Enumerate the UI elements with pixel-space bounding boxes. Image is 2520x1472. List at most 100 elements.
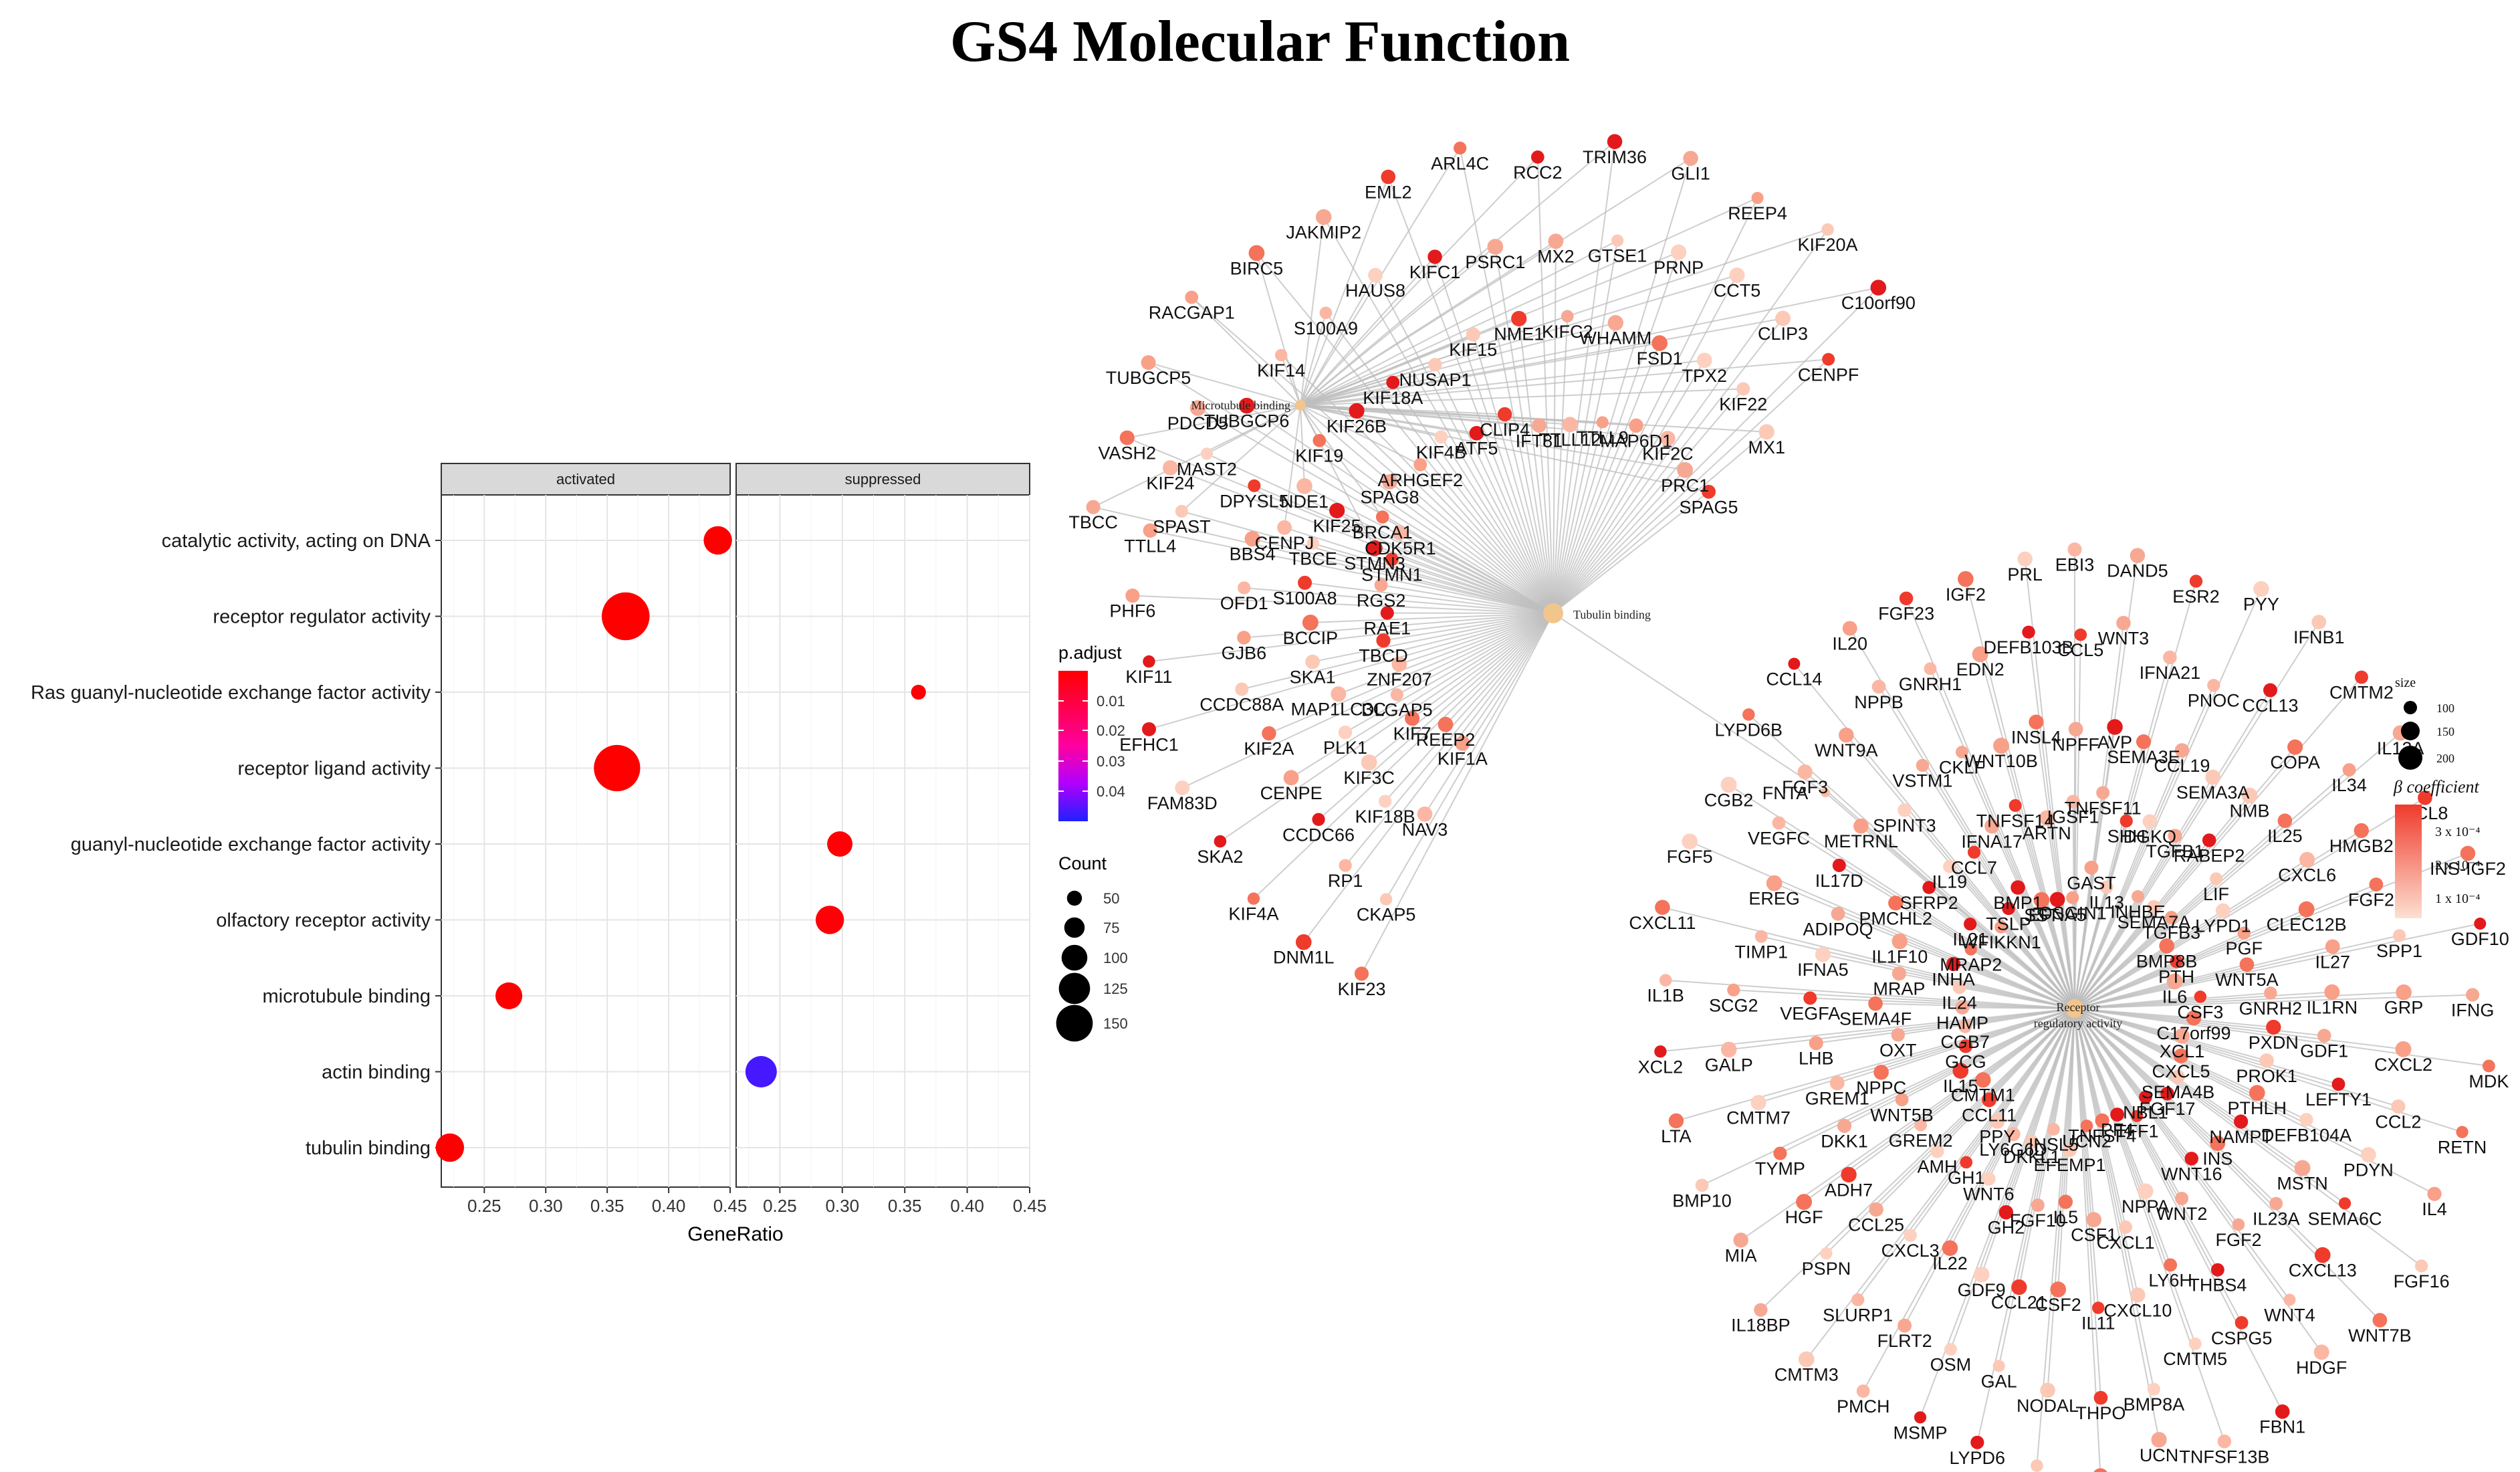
gene-label: CMTM2: [2329, 683, 2394, 703]
gene-node: [1842, 621, 1857, 636]
gene-label: IFNG: [2451, 1000, 2495, 1020]
gene-label: IL34: [2331, 775, 2367, 795]
gene-node: [1809, 1036, 1823, 1051]
color-tick-label: 1 x 10⁻⁴: [2435, 891, 2481, 906]
network-edge: [1310, 613, 1554, 623]
gene-node: [1386, 375, 1400, 389]
gene-node: [1361, 754, 1377, 770]
network-edge: [1252, 538, 1554, 614]
dot-point: [495, 982, 523, 1010]
dot-point: [703, 526, 732, 555]
gene-node: [2186, 1010, 2202, 1026]
gene-node: [1967, 845, 1981, 859]
gene-label: SPP1: [2376, 941, 2422, 961]
network-edge: [1345, 613, 1554, 733]
network-edge: [1093, 405, 1301, 508]
network-edge: [1849, 628, 2075, 1009]
gene-label: KIF4A: [1228, 904, 1278, 924]
network-edge: [2074, 1008, 2160, 1440]
legend-title: size: [2395, 675, 2416, 690]
gene-label: PDCD5: [1167, 413, 1229, 433]
gene-node: [1990, 1114, 2005, 1129]
gene-node: [1655, 900, 1670, 916]
gene-node: [1831, 906, 1845, 921]
network-edge: [2074, 1008, 2422, 1267]
gene-node: [2188, 1337, 2202, 1350]
color-bar: [1058, 671, 1088, 821]
gene-node: [1942, 1240, 1958, 1257]
gene-node: [1413, 457, 1427, 471]
gene-node: [1957, 570, 1974, 587]
page-title: GS4 Molecular Function: [949, 9, 1571, 74]
network-edge: [2074, 1008, 2435, 1195]
gene-node: [2107, 719, 2123, 735]
gene-label: CLIP3: [1758, 324, 1808, 344]
gene-node: [2049, 891, 2065, 908]
gene-node: [1142, 722, 1157, 736]
gene-label: KIF7: [1393, 724, 1431, 744]
network-edge: [1300, 318, 1783, 406]
gene-label: IL22: [1932, 1253, 1968, 1273]
gene-node: [2372, 1313, 2388, 1328]
gene-label: MX2: [1537, 247, 1575, 267]
gene-node: [2369, 877, 2384, 891]
gene-label: LHB: [1799, 1049, 1834, 1069]
gene-label: GREM1: [1805, 1088, 1869, 1108]
gene-node: [1175, 504, 1188, 518]
gene-label: S100A8: [1273, 588, 1337, 608]
network-edge: [1246, 405, 1301, 407]
color-tick-label: 0.01: [1097, 693, 1125, 710]
network-edge: [1689, 841, 2075, 1009]
network-edge: [1389, 481, 1554, 614]
gene-node: [1750, 1095, 1766, 1111]
gene-node: [1892, 933, 1908, 950]
gene-label: ADIPOQ: [1803, 919, 1873, 939]
gene-node: [2039, 810, 2055, 826]
gene-node: [1354, 966, 1369, 981]
gene-node: [2025, 1134, 2039, 1149]
dotplot: activated 0.25 0.30 0.35 0.40 0.45 suppressed 0…: [31, 463, 1128, 1245]
gene-label: EDN2: [1956, 659, 2004, 679]
network-edge: [1702, 1008, 2075, 1186]
gene-label: FGF16: [2394, 1271, 2450, 1291]
gene-node: [1339, 859, 1352, 872]
gene-node: [1869, 1202, 1883, 1217]
size-legend-dot: [1061, 944, 1088, 971]
gene-label: FSD1: [1637, 348, 1683, 369]
gene-label: IL23A: [2253, 1209, 2300, 1229]
network-edge: [1434, 256, 1554, 614]
gene-node: [1993, 738, 2010, 754]
legend-title: β coefficient: [2393, 777, 2480, 797]
gene-node: [1754, 1303, 1768, 1317]
gene-node: [2210, 872, 2223, 885]
gene-label: PROK1: [2236, 1066, 2297, 1086]
x-axis-title: GeneRatio: [687, 1223, 783, 1245]
gene-node: [1773, 1146, 1787, 1160]
gene-label: SEMA7A: [2117, 912, 2191, 932]
gene-label: IL21: [1952, 930, 1988, 950]
gene-label: KIF23: [1337, 979, 1385, 999]
gene-label: FGF5: [1667, 847, 1713, 867]
network-edge: [2074, 685, 2214, 1009]
gene-node: [1892, 966, 1906, 981]
gene-label: NBL1: [2123, 1102, 2168, 1122]
gene-node: [1315, 209, 1332, 225]
y-tick-label: olfactory receptor activity: [216, 910, 431, 932]
network-edge: [1280, 354, 1301, 406]
gene-label: TPX2: [1682, 366, 1728, 386]
network-edge: [2074, 1008, 2196, 1344]
network-edge: [1325, 312, 1554, 614]
gene-label: CMTM1: [1951, 1085, 2015, 1106]
network-edge: [2074, 821, 2128, 1009]
gene-node: [1466, 327, 1480, 342]
gene-label: CMTM5: [2163, 1349, 2227, 1369]
network-edge: [2074, 1008, 2155, 1390]
network-edge: [1361, 613, 1554, 974]
network-edge: [1244, 587, 1554, 614]
gene-label: LYPD6: [1950, 1448, 2006, 1468]
gene-label: EBI3: [2055, 555, 2095, 575]
network-edge: [1132, 595, 1554, 614]
gene-label: TIMP1: [1735, 942, 1789, 962]
network-edge: [1553, 613, 1826, 793]
